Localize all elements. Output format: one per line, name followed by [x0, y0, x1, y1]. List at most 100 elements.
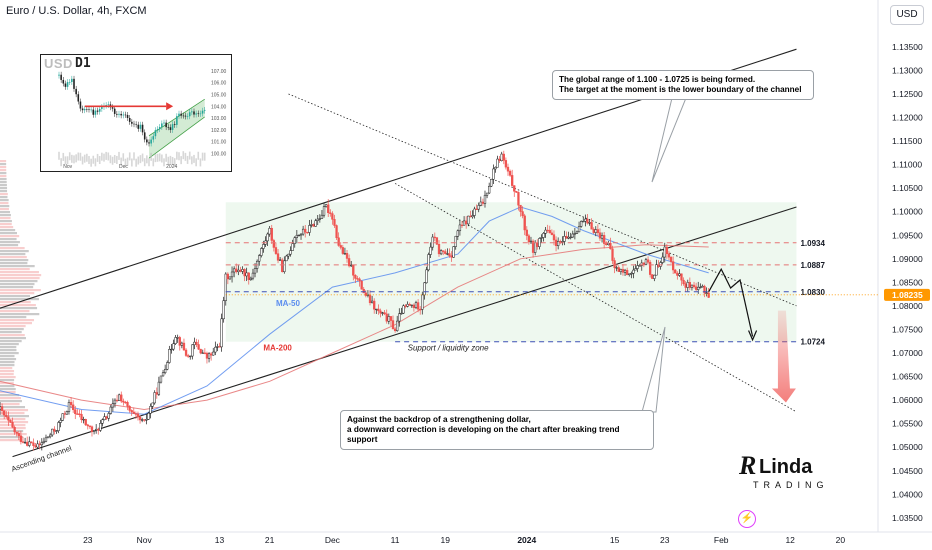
time-tick-label: 23 — [660, 535, 670, 545]
inset-candle-body — [201, 110, 204, 114]
time-tick-label: 21 — [265, 535, 275, 545]
time-tick-label: 19 — [441, 535, 451, 545]
inset-volume-bar — [96, 153, 99, 162]
candle-body — [120, 394, 123, 402]
level-label: 1.0934 — [800, 239, 825, 248]
candle-body — [310, 224, 313, 226]
candle-body — [195, 341, 198, 345]
inset-candle-body — [195, 113, 197, 115]
volume-profile-bar — [0, 397, 21, 400]
candle-body — [26, 441, 29, 446]
volume-profile-bar — [0, 439, 23, 442]
candle-body — [460, 224, 464, 227]
volume-profile-bar — [0, 277, 40, 280]
candle-body — [544, 229, 547, 234]
candle-body — [260, 248, 263, 256]
candle-body — [272, 240, 276, 248]
candle-body — [577, 226, 581, 233]
candle-body — [456, 230, 459, 237]
candle-body — [34, 445, 37, 448]
candle-body — [222, 300, 225, 320]
candle-body — [490, 179, 493, 187]
currency-button[interactable]: USD — [890, 5, 924, 25]
inset-volume-bar — [109, 155, 112, 164]
candle-body — [377, 308, 380, 312]
inset-volume-bar — [152, 158, 155, 167]
candle-body — [448, 253, 451, 257]
inset-chart-svg: 107.00 106.00 105.00 104.00 103.00 102.00 101.… — [58, 69, 227, 170]
inset-candle-body — [167, 127, 170, 128]
inset-candle-body — [173, 124, 176, 125]
inset-candle-body — [137, 124, 140, 129]
volume-profile-bar — [0, 223, 12, 226]
candle-body — [147, 413, 150, 420]
candle-body — [379, 310, 382, 314]
candle-body — [205, 352, 209, 359]
candle-body — [86, 424, 89, 427]
candle-body — [557, 241, 560, 246]
candle-body — [617, 267, 620, 272]
candle-body — [178, 337, 181, 346]
candle-body — [157, 381, 161, 395]
candle-body — [661, 256, 664, 263]
logo-brand-text: Linda — [759, 456, 813, 478]
candle-body — [278, 259, 282, 261]
inset-candle-body — [146, 139, 148, 143]
volume-profile-bar — [0, 271, 39, 274]
time-tick-label: 20 — [836, 535, 846, 545]
candle-body — [42, 440, 46, 443]
inset-volume-bar — [62, 152, 65, 161]
inset-candle-body — [62, 79, 65, 84]
candle-body — [99, 423, 102, 431]
price-tick-label: 1.06500 — [892, 372, 923, 382]
inset-candle-body — [139, 124, 142, 129]
candle-body — [623, 269, 627, 273]
volume-profile-bar — [0, 400, 22, 403]
candle-body — [23, 441, 27, 444]
inset-volume-bar — [90, 158, 92, 167]
candle-body — [331, 213, 334, 220]
inset-volume-bar — [71, 154, 73, 163]
callout-bottom-line1: Against the backdrop of a strengthening … — [347, 415, 531, 424]
price-tick-label: 1.04500 — [892, 466, 923, 476]
inset-volume-bar — [92, 155, 95, 164]
candle-body — [598, 232, 602, 239]
candle-body — [74, 409, 77, 415]
candle-body — [483, 194, 487, 204]
inset-volume-bar — [113, 154, 116, 163]
inset-candle-body — [199, 113, 202, 115]
volume-profile-bar — [0, 364, 15, 367]
volume-profile-bar — [0, 280, 38, 283]
candle-body — [347, 258, 351, 267]
volume-profile-bar — [0, 217, 11, 220]
candle-body — [540, 237, 543, 239]
candle-body — [667, 253, 671, 258]
lightning-icon[interactable]: ⚡ — [738, 510, 756, 528]
volume-profile-bar — [0, 163, 7, 166]
candle-body — [680, 273, 683, 281]
volume-profile-bar — [0, 187, 8, 190]
candle-body — [534, 242, 537, 253]
ma50-label: MA-50 — [276, 299, 301, 308]
inset-volume-bar — [141, 153, 144, 162]
inset-candle-body — [86, 108, 88, 110]
inset-candle-body — [77, 94, 80, 102]
candle-body — [168, 349, 171, 363]
current-price-label: 1.08235 — [892, 290, 923, 300]
candle-body — [383, 312, 386, 315]
time-tick-label: Dec — [325, 535, 341, 545]
callout-top: The global range of 1.100 - 1.0725 is be… — [552, 70, 814, 100]
candle-body — [684, 283, 687, 288]
candle-body — [671, 261, 675, 271]
candle-body — [690, 284, 694, 288]
candle-body — [247, 272, 250, 280]
candle-body — [281, 259, 284, 272]
inset-volume-bar — [107, 152, 110, 161]
candle-body — [561, 241, 564, 243]
candle-body — [538, 238, 541, 247]
candle-body — [408, 303, 411, 306]
candle-body — [688, 282, 692, 288]
candle-body — [469, 215, 472, 218]
inset-volume-bar — [103, 153, 105, 162]
inset-price-label: 100.00 — [211, 151, 227, 157]
